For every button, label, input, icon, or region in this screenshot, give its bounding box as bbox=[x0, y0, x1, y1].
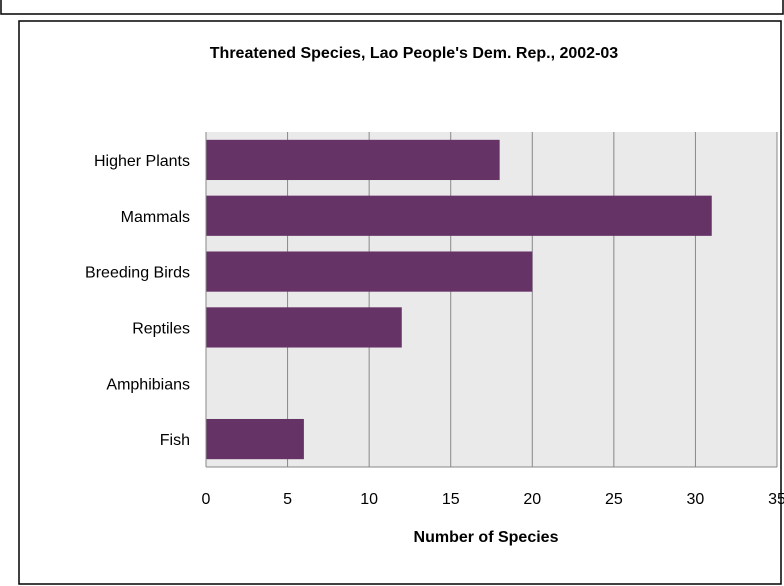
x-tick-label: 30 bbox=[687, 491, 705, 508]
grid-lines bbox=[287, 132, 778, 467]
outer-frame bbox=[0, 0, 784, 15]
y-tick-labels: Higher Plants Mammals Breeding Birds Reptil… bbox=[85, 153, 190, 449]
y-tick-label: Fish bbox=[160, 432, 190, 449]
x-tick-label: 35 bbox=[768, 491, 784, 508]
x-tick-labels: 0 5 10 15 20 25 30 35 bbox=[202, 491, 784, 508]
y-tick-label: Mammals bbox=[121, 209, 190, 226]
y-tick-label: Reptiles bbox=[132, 320, 190, 337]
x-axis-title: Number of Species bbox=[414, 529, 559, 546]
y-tick-label: Amphibians bbox=[106, 376, 190, 393]
bar bbox=[206, 251, 533, 292]
bar bbox=[206, 139, 500, 181]
x-tick-label: 10 bbox=[360, 491, 378, 508]
x-tick-label: 15 bbox=[442, 491, 460, 508]
bars bbox=[206, 139, 712, 460]
plot-area bbox=[206, 132, 777, 467]
y-tick-label: Breeding Birds bbox=[85, 265, 190, 282]
bar bbox=[206, 307, 402, 348]
y-tick-label: Higher Plants bbox=[94, 153, 190, 170]
x-tick-label: 20 bbox=[523, 491, 541, 508]
bar bbox=[206, 418, 304, 460]
x-tick-label: 0 bbox=[202, 491, 211, 508]
bar bbox=[206, 195, 712, 236]
chart-title: Threatened Species, Lao People's Dem. Re… bbox=[210, 45, 619, 62]
x-tick-label: 25 bbox=[605, 491, 623, 508]
x-tick-label: 5 bbox=[283, 491, 292, 508]
axes bbox=[205, 132, 777, 468]
